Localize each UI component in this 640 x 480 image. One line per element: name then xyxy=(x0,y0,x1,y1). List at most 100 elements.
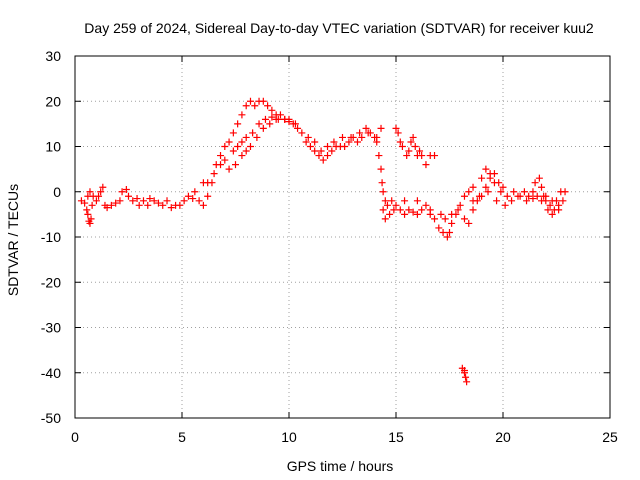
data-point xyxy=(531,179,539,187)
data-point xyxy=(189,195,197,203)
x-tick-label: 10 xyxy=(281,429,297,445)
data-point xyxy=(559,197,567,205)
data-point xyxy=(503,192,511,200)
data-point xyxy=(394,129,402,137)
data-point xyxy=(118,188,126,196)
data-point xyxy=(242,102,250,110)
data-point xyxy=(238,138,246,146)
data-point xyxy=(221,143,229,150)
data-point xyxy=(379,188,387,196)
data-point xyxy=(454,206,462,214)
data-point xyxy=(405,147,413,155)
data-point xyxy=(266,120,274,128)
data-point xyxy=(221,156,229,164)
data-point xyxy=(469,206,477,214)
data-point xyxy=(508,197,516,205)
data-point xyxy=(276,111,284,119)
data-point xyxy=(544,206,552,214)
data-point xyxy=(557,188,565,196)
data-point xyxy=(261,115,269,123)
data-point xyxy=(422,161,430,169)
chart-title: Day 259 of 2024, Sidereal Day-to-day VTE… xyxy=(84,20,594,36)
data-point xyxy=(418,152,426,160)
data-point xyxy=(315,152,323,160)
x-tick-label: 15 xyxy=(388,429,404,445)
data-point xyxy=(246,143,254,150)
data-point xyxy=(426,206,434,214)
data-point xyxy=(204,192,212,200)
data-point xyxy=(501,201,509,209)
data-point xyxy=(339,133,346,141)
y-axis-label: SDTVAR / TECUs xyxy=(5,184,21,296)
data-point xyxy=(373,133,381,141)
data-point xyxy=(422,201,430,209)
x-tick-label: 5 xyxy=(178,429,186,445)
data-point xyxy=(456,201,464,209)
data-point xyxy=(242,133,250,141)
data-point xyxy=(345,138,353,146)
data-point xyxy=(486,170,494,178)
data-point xyxy=(83,206,91,214)
data-point xyxy=(159,201,167,209)
data-point xyxy=(347,133,355,141)
data-point xyxy=(167,204,175,212)
data-point xyxy=(129,197,137,205)
data-point xyxy=(525,192,533,200)
data-point xyxy=(490,179,498,187)
data-point xyxy=(268,113,276,121)
data-point xyxy=(311,138,319,146)
data-point xyxy=(281,115,289,123)
data-point xyxy=(362,124,370,132)
data-point xyxy=(499,183,507,191)
data-point xyxy=(92,197,100,205)
data-point xyxy=(204,179,212,187)
y-tick-label: 30 xyxy=(45,48,61,64)
data-point xyxy=(234,120,242,128)
data-point xyxy=(133,195,141,203)
data-point xyxy=(510,188,518,196)
data-point xyxy=(469,197,477,205)
data-point-layer xyxy=(77,97,569,386)
data-point xyxy=(377,165,385,173)
data-point xyxy=(375,152,383,160)
data-point xyxy=(416,147,424,155)
data-point xyxy=(311,147,319,155)
data-point xyxy=(251,102,259,110)
data-point xyxy=(386,210,394,218)
data-point xyxy=(210,170,218,178)
data-point xyxy=(396,206,404,214)
data-point xyxy=(268,106,276,114)
data-point xyxy=(401,210,409,218)
data-point xyxy=(232,161,239,169)
data-point xyxy=(446,228,453,236)
data-point xyxy=(381,197,389,205)
data-point xyxy=(264,102,272,110)
data-point xyxy=(195,197,203,205)
data-point xyxy=(319,156,327,164)
data-point xyxy=(135,201,143,209)
data-point xyxy=(379,206,387,214)
data-point xyxy=(225,138,233,146)
data-point xyxy=(302,138,310,146)
data-point xyxy=(122,185,130,193)
data-point xyxy=(529,195,537,203)
data-point xyxy=(146,195,154,203)
data-point xyxy=(514,192,522,200)
data-point xyxy=(462,373,470,381)
data-point xyxy=(497,188,505,196)
x-tick-label: 0 xyxy=(71,429,79,445)
y-tick-label: 10 xyxy=(45,139,61,155)
data-point xyxy=(435,224,443,232)
data-point xyxy=(381,215,389,223)
data-point xyxy=(411,143,419,150)
data-point xyxy=(439,228,447,236)
data-point xyxy=(285,118,293,126)
data-point xyxy=(298,129,306,137)
data-point xyxy=(418,206,426,214)
data-point xyxy=(413,210,421,218)
data-point xyxy=(217,161,225,169)
grid-layer xyxy=(75,56,610,418)
data-point xyxy=(390,206,398,214)
data-point xyxy=(475,192,483,200)
